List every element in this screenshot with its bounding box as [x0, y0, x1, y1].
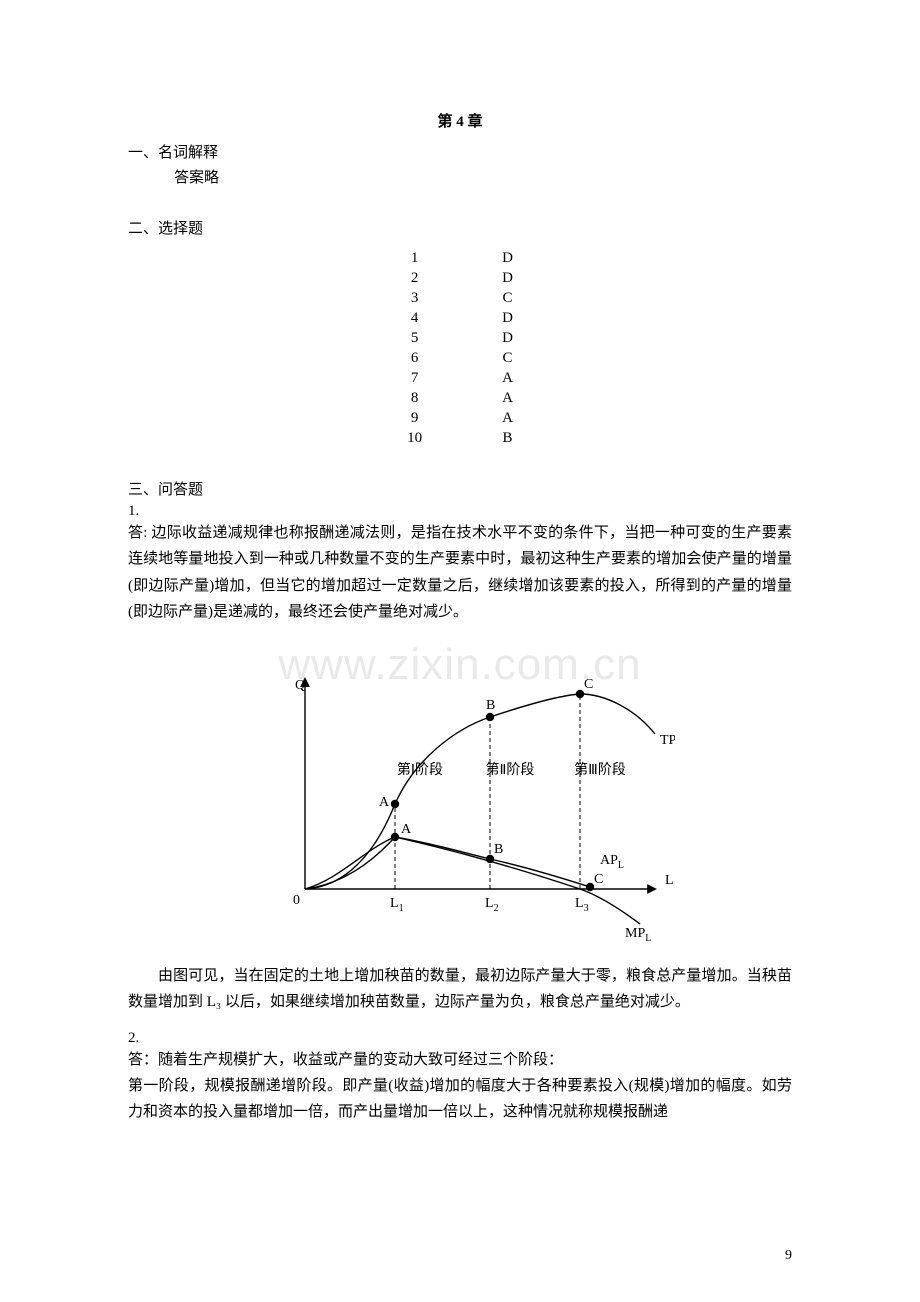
- answer-letter: C: [462, 288, 553, 308]
- answer-num: 3: [367, 288, 462, 308]
- answer-table: 1D2D3C4D5D6C7A8A9A10B: [367, 248, 553, 448]
- svg-text:L: L: [665, 873, 674, 888]
- table-row: 9A: [367, 408, 553, 428]
- answer-letter: A: [462, 368, 553, 388]
- answer-letter: D: [462, 268, 553, 288]
- svg-text:第Ⅲ阶段: 第Ⅲ阶段: [574, 761, 626, 778]
- answer-num: 2: [367, 268, 462, 288]
- table-row: 3C: [367, 288, 553, 308]
- answer-num: 9: [367, 408, 462, 428]
- answer-num: 4: [367, 308, 462, 328]
- svg-text:第Ⅱ阶段: 第Ⅱ阶段: [486, 761, 535, 778]
- table-row: 10B: [367, 428, 553, 448]
- section-3-heading: 三、问答题: [128, 478, 792, 499]
- table-row: 8A: [367, 388, 553, 408]
- answer-num: 7: [367, 368, 462, 388]
- table-row: 1D: [367, 248, 553, 268]
- answer-letter: D: [462, 328, 553, 348]
- q2-line1: 答：随着生产规模扩大，收益或产量的变动大致可经过三个阶段：: [128, 1047, 792, 1073]
- answer-num: 8: [367, 388, 462, 408]
- svg-text:C: C: [594, 872, 603, 887]
- svg-text:B: B: [494, 842, 503, 857]
- svg-text:B: B: [486, 698, 495, 713]
- answer-letter: D: [462, 248, 553, 268]
- svg-text:A: A: [401, 822, 412, 837]
- svg-text:Q: Q: [295, 678, 305, 693]
- answer-letter: D: [462, 308, 553, 328]
- svg-text:L3: L3: [575, 896, 589, 914]
- answer-letter: A: [462, 388, 553, 408]
- svg-text:0: 0: [293, 893, 300, 908]
- table-row: 5D: [367, 328, 553, 348]
- chapter-title: 第 4 章: [128, 110, 792, 131]
- answer-letter: B: [462, 428, 553, 448]
- svg-text:A: A: [379, 795, 390, 810]
- answer-letter: C: [462, 348, 553, 368]
- table-row: 4D: [367, 308, 553, 328]
- answer-num: 10: [367, 428, 462, 448]
- table-row: 2D: [367, 268, 553, 288]
- q2-line2: 第一阶段，规模报酬递增阶段。即产量(收益)增加的幅度大于各种要素投入(规模)增加…: [128, 1073, 792, 1126]
- q1-number: 1.: [128, 503, 792, 520]
- answer-letter: A: [462, 408, 553, 428]
- page-number: 9: [785, 1248, 792, 1264]
- answer-num: 1: [367, 248, 462, 268]
- q1-body: 答: 边际收益递减规律也称报酬递减法则，是指在技术水平不变的条件下，当把一种可变…: [128, 520, 792, 625]
- section-1-heading: 一、名词解释: [128, 141, 792, 162]
- svg-text:APL: APL: [600, 853, 624, 871]
- q2-number: 2.: [128, 1030, 792, 1047]
- svg-text:第Ⅰ阶段: 第Ⅰ阶段: [397, 761, 443, 778]
- svg-text:L2: L2: [485, 896, 499, 914]
- production-diagram: A B C A B C TPL APL MPL 第Ⅰ阶段 第Ⅱ阶段 第Ⅲ阶段 Q L 0 L1 L2 L3: [128, 639, 792, 949]
- svg-text:MPL: MPL: [625, 926, 651, 944]
- svg-text:C: C: [584, 677, 593, 692]
- section-1-answer: 答案略: [174, 166, 792, 187]
- table-row: 6C: [367, 348, 553, 368]
- svg-text:TPL: TPL: [660, 733, 675, 751]
- answer-num: 5: [367, 328, 462, 348]
- table-row: 7A: [367, 368, 553, 388]
- answer-num: 6: [367, 348, 462, 368]
- svg-text:L1: L1: [390, 896, 404, 914]
- section-2-heading: 二、选择题: [128, 217, 792, 238]
- q1-conclusion: 由图可见，当在固定的土地上增加秧苗的数量，最初边际产量大于零，粮食总产量增加。当…: [128, 963, 792, 1016]
